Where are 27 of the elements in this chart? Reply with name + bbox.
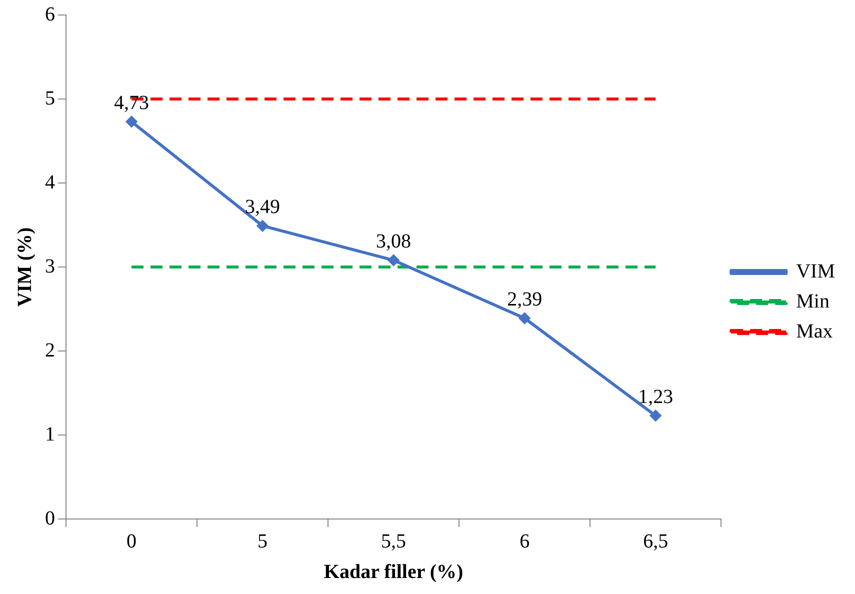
y-axis-title: VIM (%) (14, 227, 36, 307)
y-tick-label: 1 (45, 423, 55, 446)
x-tick-label: 0 (126, 530, 137, 552)
data-label: 3,49 (245, 196, 280, 218)
legend-label: Max (796, 320, 833, 342)
point (650, 410, 662, 422)
legend-label: Min (796, 290, 830, 312)
y-tick-label: 4 (45, 171, 55, 194)
x-tick-label: 6,5 (643, 530, 668, 552)
x-tick-label: 6 (520, 530, 530, 552)
point (257, 220, 268, 232)
point (388, 254, 400, 266)
point (126, 116, 138, 128)
y-tick-label: 3 (45, 255, 55, 278)
data-label: 1,23 (638, 386, 674, 408)
x-axis-title: Kadar filler (%) (324, 561, 464, 584)
y-tick-label: 6 (45, 3, 55, 26)
x-tick-label: 5,5 (381, 530, 406, 552)
legend-label: VIM (796, 260, 836, 282)
y-tick-label: 5 (45, 87, 55, 110)
data-label: 4,73 (114, 92, 150, 114)
y-tick-label: 2 (45, 339, 55, 362)
data-label: 2,39 (507, 288, 542, 310)
point (519, 312, 530, 324)
x-tick-label: 5 (258, 530, 268, 552)
data-label: 3,08 (376, 230, 412, 253)
y-tick-label: 0 (45, 507, 55, 530)
